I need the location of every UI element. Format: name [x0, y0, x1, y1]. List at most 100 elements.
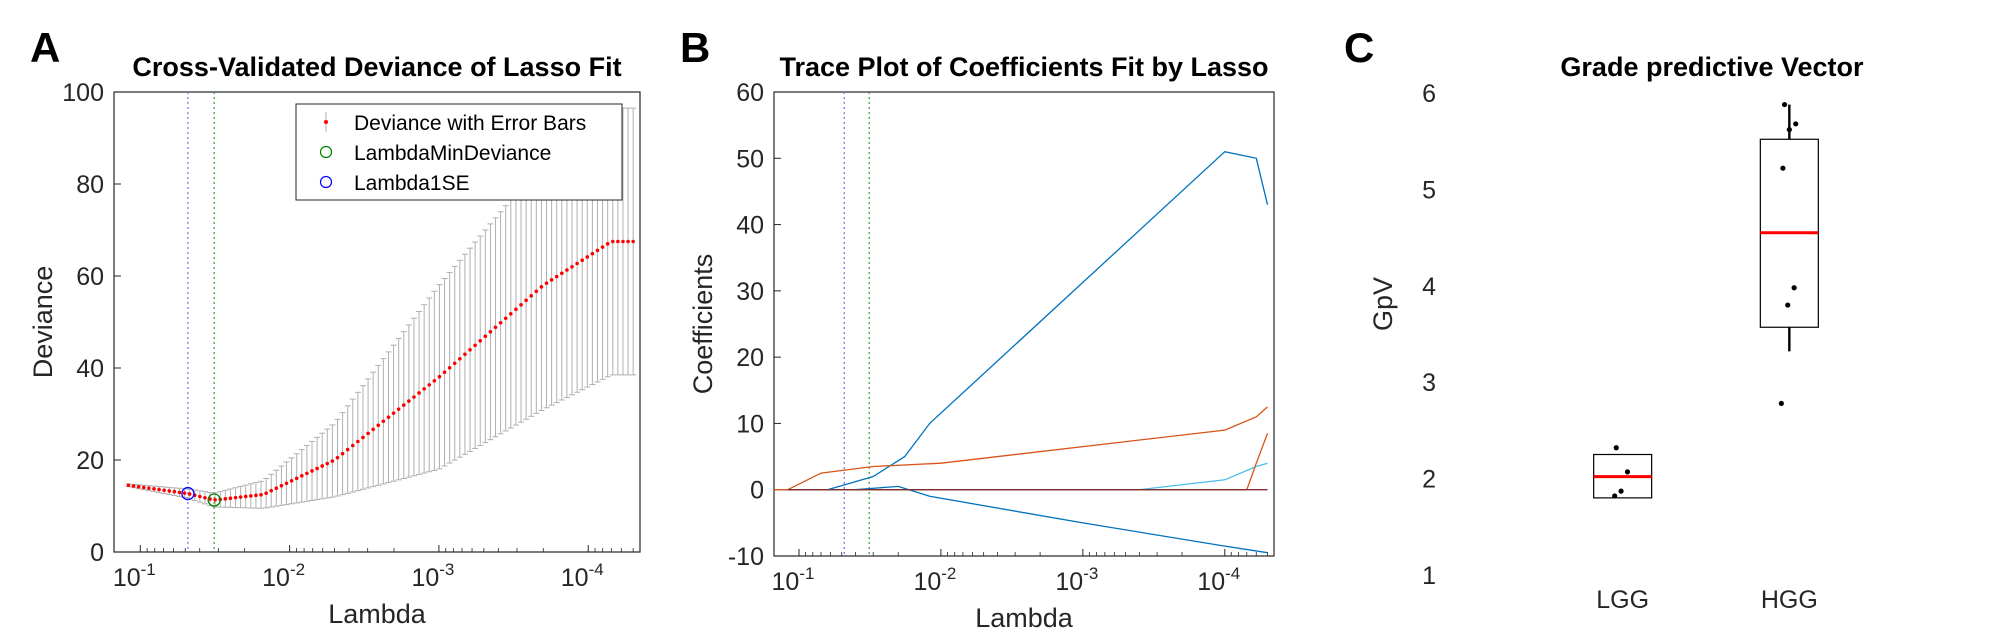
a-deviance-point: [529, 294, 534, 298]
a-deviance-point: [294, 476, 299, 481]
a-deviance-point: [559, 271, 564, 276]
a-deviance-point: [279, 483, 284, 488]
a-deviance-point: [534, 289, 539, 294]
a-deviance-point: [233, 495, 238, 500]
c-xtick-label: LGG: [1596, 586, 1649, 614]
panel-letter-a: A: [30, 24, 61, 71]
b-ytick-label: 60: [736, 79, 764, 107]
a-deviance-point: [605, 242, 610, 246]
a-lambda1se-marker: [181, 486, 195, 501]
b-plot-frame: [773, 91, 1275, 557]
a-ytick-label: 20: [76, 447, 104, 475]
a-deviance-point: [198, 494, 202, 499]
a-deviance-point: [187, 492, 192, 496]
a-deviance-point: [162, 488, 166, 493]
a-deviance-point: [381, 419, 386, 424]
panel-letter-c: C: [1344, 24, 1375, 71]
a-deviance-point: [631, 239, 635, 244]
a-deviance-point: [519, 303, 523, 307]
a-plot-frame: [113, 91, 641, 553]
a-deviance-point: [493, 325, 498, 330]
b-coefficient-trace: [855, 485, 1268, 554]
a-deviance-point: [590, 251, 595, 256]
a-deviance-point: [371, 427, 375, 432]
a-deviance-point: [269, 488, 274, 493]
c-title: Grade predictive Vector: [1560, 52, 1864, 82]
a-deviance-point: [254, 493, 258, 498]
a-legend-entry: Deviance with Error Bars: [354, 112, 586, 135]
b-coefficient-trace: [774, 462, 1268, 491]
panel-c: C 1 2 3 4 5 6 LGG HGG Grade predictive Vector GpV: [1320, 0, 1991, 633]
a-deviance-point: [396, 407, 401, 411]
b-ytick-label: 40: [736, 212, 764, 240]
a-title: Cross-Validated Deviance of Lasso Fit: [132, 52, 621, 82]
a-deviance-point: [361, 435, 365, 440]
a-deviance-point: [356, 439, 360, 444]
c-data-point: [1781, 101, 1788, 108]
a-ytick-label: 80: [76, 171, 104, 199]
a-legend-dot-icon: [324, 120, 328, 124]
a-deviance-point: [157, 487, 161, 492]
c-ylabel: GpV: [1368, 277, 1398, 331]
a-deviance-point: [570, 264, 574, 269]
c-ytick-label: 1: [1422, 562, 1436, 590]
b-ytick-label: 50: [736, 145, 764, 173]
a-deviance-point: [437, 374, 442, 379]
b-coefficient-trace: [774, 433, 1269, 491]
a-deviance-point: [203, 495, 207, 500]
a-deviance-point: [335, 455, 340, 460]
b-title: Trace Plot of Coefficients Fit by Lasso: [779, 52, 1268, 82]
a-deviance-point: [386, 415, 391, 420]
b-ylabel: Coefficients: [688, 254, 718, 395]
a-deviance-point: [177, 490, 182, 495]
c-data-point: [1785, 302, 1791, 308]
a-deviance-point: [167, 489, 172, 493]
a-deviance-point: [580, 258, 584, 263]
a-deviance-point: [289, 478, 294, 483]
a-deviance-point: [345, 447, 350, 452]
a-deviance-point: [427, 383, 432, 387]
a-deviance-point: [616, 239, 620, 244]
a-deviance-point: [595, 248, 600, 253]
a-deviance-point: [503, 316, 508, 321]
a-deviance-point: [238, 495, 243, 499]
c-ytick-label: 2: [1422, 466, 1436, 494]
c-data-point: [1612, 493, 1618, 499]
a-deviance-point: [401, 403, 406, 407]
a-xtick-label: 10-2: [262, 560, 305, 592]
b-xtick-label: 10-3: [1055, 564, 1098, 596]
a-legend-box: [295, 103, 623, 201]
chart-b: -10 0 10 20 30 40 50 60 10-1 10-2 10-3 10-4 Trace Pl…: [688, 52, 1275, 633]
b-ytick-label: 30: [736, 278, 764, 306]
a-deviance-point: [147, 486, 151, 490]
a-deviance-point: [340, 451, 345, 456]
c-ytick-label: 5: [1422, 176, 1436, 204]
a-deviance-point: [376, 423, 381, 428]
a-deviance-point: [565, 268, 569, 272]
a-deviance-point: [514, 307, 518, 312]
a-deviance-point: [473, 343, 477, 348]
a-xlabel: Lambda: [328, 599, 427, 629]
a-ytick-label: 100: [62, 79, 104, 107]
c-data-point: [1780, 165, 1786, 171]
a-deviance-point: [498, 321, 503, 325]
a-deviance-point: [172, 489, 177, 494]
a-deviance-point: [452, 361, 457, 366]
b-xtick-label: 10-1: [772, 564, 815, 596]
c-data-point: [1778, 400, 1784, 407]
b-ytick-label: -10: [728, 543, 764, 571]
b-ytick-label: 0: [750, 477, 764, 505]
a-lambdamin-marker: [207, 493, 221, 507]
c-ytick-label: 4: [1422, 273, 1436, 301]
c-ytick-label: 3: [1422, 369, 1436, 397]
a-deviance-point: [249, 494, 253, 498]
a-deviance-point: [447, 365, 452, 370]
a-deviance-point: [458, 356, 462, 361]
a-deviance-point: [320, 464, 324, 468]
a-ytick-label: 60: [76, 263, 104, 291]
a-deviance-point: [259, 492, 263, 497]
a-deviance-point: [610, 239, 615, 244]
a-deviance-point: [468, 347, 472, 352]
b-coefficient-trace: [787, 406, 1268, 491]
a-deviance-point: [391, 411, 396, 415]
